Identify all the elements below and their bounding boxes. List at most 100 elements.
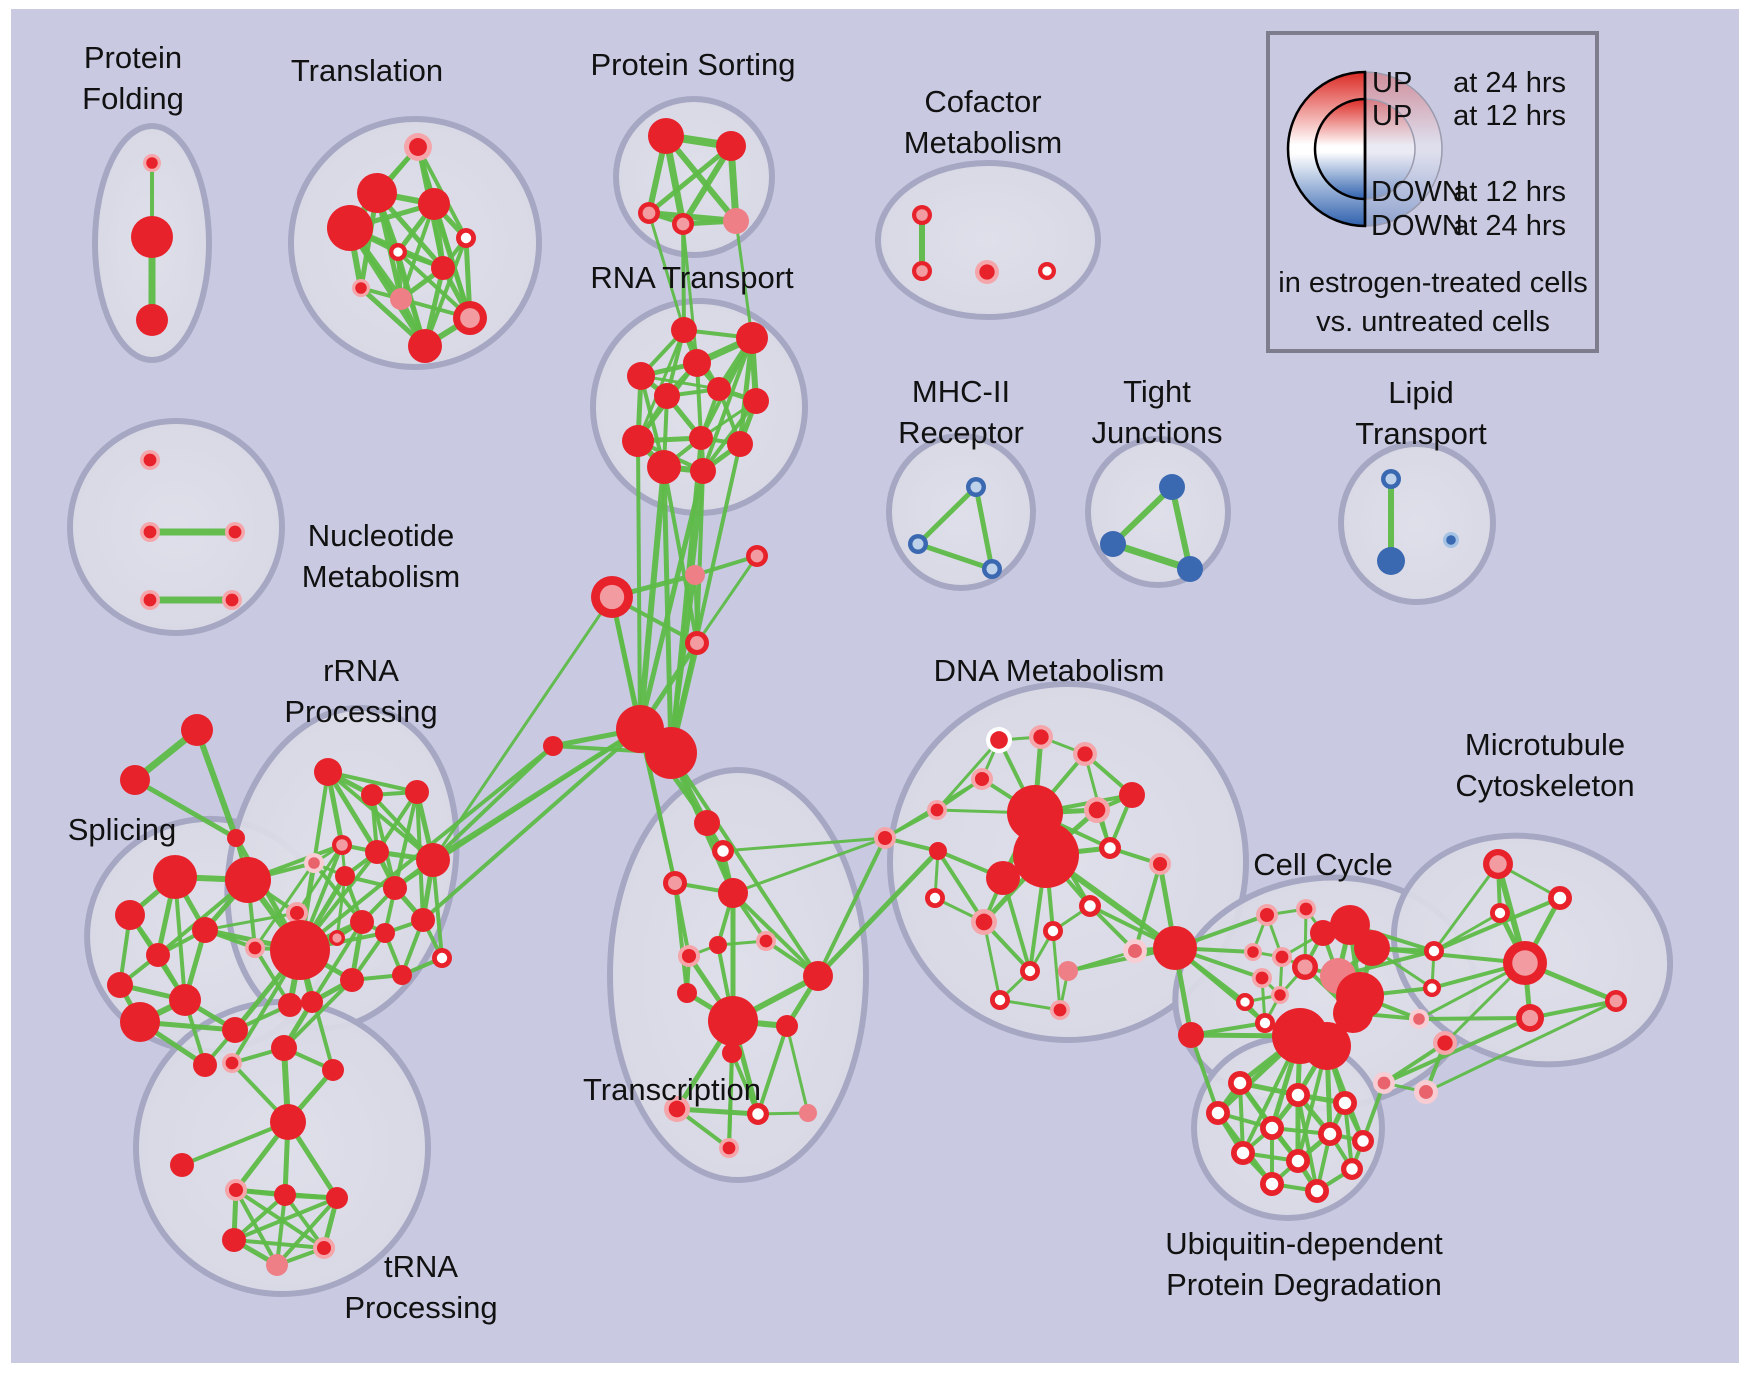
legend-node-glyph	[1286, 70, 1443, 228]
node-center	[336, 839, 348, 851]
network-edge	[674, 1106, 761, 1117]
network-node	[329, 930, 345, 946]
node-center	[681, 948, 697, 964]
node-outer	[708, 996, 758, 1046]
node-outer	[170, 1153, 194, 1177]
node-center	[1084, 900, 1096, 912]
network-node	[743, 388, 769, 414]
network-edge	[636, 439, 642, 731]
network-node	[225, 857, 271, 903]
network-edge	[203, 911, 299, 932]
network-node	[131, 216, 173, 258]
node-center	[916, 265, 928, 277]
network-edge	[326, 770, 419, 794]
network-edge	[669, 436, 703, 755]
node-outer	[1119, 782, 1145, 808]
network-edge	[1051, 929, 1062, 1012]
network-node	[222, 1228, 246, 1252]
node-center	[1024, 965, 1036, 977]
node-outer	[115, 900, 145, 930]
network-edge	[815, 848, 941, 979]
network-node	[591, 576, 633, 618]
node-center	[1494, 907, 1506, 919]
network-node	[170, 1153, 194, 1177]
network-node	[340, 968, 364, 992]
node-outer	[375, 923, 395, 943]
network-edge	[335, 874, 347, 940]
network-edge	[669, 751, 820, 978]
network-node	[1423, 979, 1441, 997]
node-center	[228, 525, 242, 539]
node-center	[1291, 1154, 1305, 1168]
node-center	[1128, 944, 1142, 958]
node-outer	[326, 1187, 348, 1209]
network-node	[453, 301, 487, 335]
network-node	[1373, 1072, 1395, 1094]
network-node	[327, 205, 373, 251]
node-outer	[1303, 1022, 1351, 1070]
node-outer	[222, 1228, 246, 1252]
network-edge	[1432, 911, 1502, 953]
node-center	[1265, 1177, 1279, 1191]
node-outer	[803, 961, 833, 991]
network-node	[274, 1184, 296, 1206]
network-node	[143, 154, 161, 172]
network-node	[1058, 961, 1078, 981]
network-node	[1286, 1149, 1310, 1173]
legend-row-direction: DOWN	[1371, 210, 1463, 242]
node-outer	[408, 329, 442, 363]
node-center	[289, 905, 305, 921]
network-node	[776, 1015, 798, 1037]
node-outer	[645, 727, 697, 779]
legend-row-time: at 24 hrs	[1453, 67, 1566, 99]
network-node	[169, 984, 201, 1016]
network-node	[1377, 547, 1405, 575]
network-node	[120, 765, 150, 795]
node-outer	[136, 304, 168, 336]
node-center	[228, 1182, 244, 1198]
node-outer	[727, 431, 753, 457]
node-center	[979, 264, 995, 280]
network-edge	[1109, 540, 1194, 573]
network-edge	[1110, 484, 1175, 547]
network-edge	[1296, 1093, 1319, 1193]
node-center	[986, 563, 998, 575]
network-edge	[430, 726, 643, 863]
network-node	[712, 840, 734, 862]
network-edge	[637, 464, 667, 732]
node-center	[1233, 1076, 1247, 1090]
node-center	[1521, 1009, 1539, 1027]
node-outer	[723, 208, 749, 234]
network-node	[1333, 993, 1373, 1033]
node-outer	[707, 377, 731, 401]
node-center	[225, 1056, 239, 1070]
node-center	[1240, 997, 1250, 1007]
legend-row-direction: DOWN	[1371, 176, 1463, 208]
network-node	[335, 866, 355, 886]
network-node	[361, 784, 383, 806]
network-node	[716, 131, 746, 161]
node-outer	[181, 714, 213, 746]
network-node	[718, 878, 748, 908]
network-node	[1256, 904, 1278, 926]
legend-box	[1266, 31, 1599, 353]
node-center	[1259, 1017, 1271, 1029]
network-node	[322, 1059, 344, 1081]
node-center	[1152, 856, 1168, 872]
network-node	[1013, 822, 1079, 888]
node-outer	[270, 920, 330, 980]
network-node	[1352, 1130, 1374, 1152]
network-edge	[785, 1024, 810, 1115]
network-edge	[295, 843, 344, 915]
legend: UP at 24 hrs UP at 12 hrs DOWN at 12 hrs…	[1266, 31, 1599, 353]
node-outer	[278, 993, 302, 1017]
network-edge	[421, 727, 642, 922]
network-node	[683, 349, 711, 377]
network-node	[1333, 1091, 1357, 1115]
network-node	[431, 256, 455, 280]
node-center	[1236, 1146, 1250, 1160]
network-node	[270, 1104, 306, 1140]
node-outer	[543, 736, 563, 756]
